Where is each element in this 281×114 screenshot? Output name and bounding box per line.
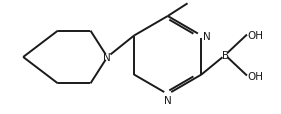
Text: N: N: [203, 31, 210, 41]
Text: B: B: [222, 51, 229, 61]
Text: OH: OH: [248, 30, 264, 40]
Text: N: N: [164, 95, 172, 105]
Text: N: N: [103, 53, 111, 62]
Text: OH: OH: [248, 71, 264, 81]
